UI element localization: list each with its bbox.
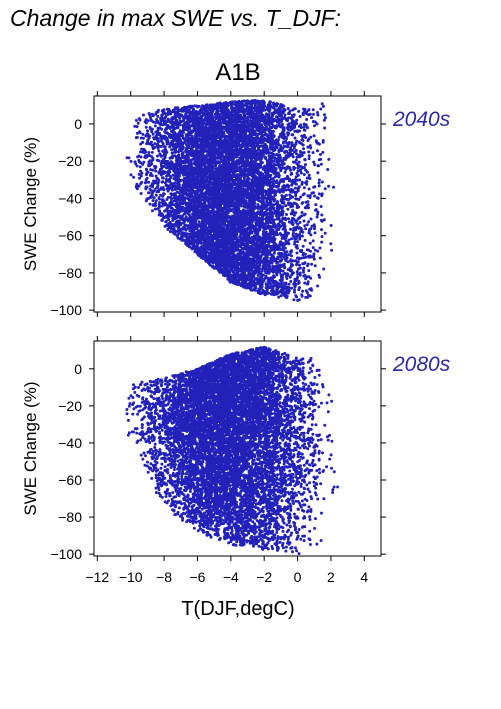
x-tick-label: −4 [223, 569, 239, 585]
panel-label-2040s: 2040s [392, 108, 451, 131]
x-tick-label: −10 [119, 569, 143, 585]
y-axis-title-2040s: SWE Change (%) [21, 137, 40, 271]
scatter-points-2080s [125, 345, 340, 556]
y-tick-label: −100 [50, 302, 82, 318]
y-tick-label: −80 [58, 509, 82, 525]
y-tick-label: 0 [74, 361, 82, 377]
y-tick-label: −60 [58, 472, 82, 488]
x-tick-label: −6 [189, 569, 205, 585]
plot-frame-2080s [93, 340, 382, 557]
scatter-points-2040s [125, 98, 335, 302]
y-tick-label: 0 [74, 116, 82, 132]
plot-frame-2040s [93, 95, 382, 313]
y-tick-label: −40 [58, 435, 82, 451]
x-tick-label: 0 [294, 569, 302, 585]
x-tick-label: −8 [156, 569, 172, 585]
scatter-points [125, 345, 340, 556]
scenario-title: A1B [215, 59, 260, 86]
panel-label-2080s: 2080s [392, 353, 451, 376]
scatter-panel-2080s: −12 −10 −8 −6 −4 −2 0 2 40−20−40−60−80−100 SWE C… [21, 336, 451, 585]
y-tick-label: −100 [50, 546, 82, 562]
y-tick-label: −60 [58, 228, 82, 244]
x-tick-label: 2 [327, 569, 335, 585]
y-axis-title-2080s: SWE Change (%) [21, 381, 40, 515]
figure-title: Change in max SWE vs. T_DJF: [10, 5, 341, 31]
axis-ticks-2040s: 0 −20 −40 −60 −80 −100 [50, 91, 386, 318]
scatter-points [125, 98, 335, 302]
x-tick-label: −12 [85, 569, 109, 585]
y-tick-label: −80 [58, 265, 82, 281]
y-tick-label: −20 [58, 398, 82, 414]
y-tick-label: −40 [58, 190, 82, 206]
scatter-panel-2040s: 0 −20 −40 −60 −80 −100 SWE Change (%) 2040s [21, 91, 451, 318]
x-tick-label: 4 [360, 569, 368, 585]
axis-ticks-2080s: −12 −10 −8 −6 −4 −2 0 2 40−20−40−60−80−100 [50, 336, 386, 585]
x-axis-title: T(DJF,degC) [181, 598, 294, 620]
x-tick-label: −2 [256, 569, 272, 585]
y-tick-label: −20 [58, 153, 82, 169]
